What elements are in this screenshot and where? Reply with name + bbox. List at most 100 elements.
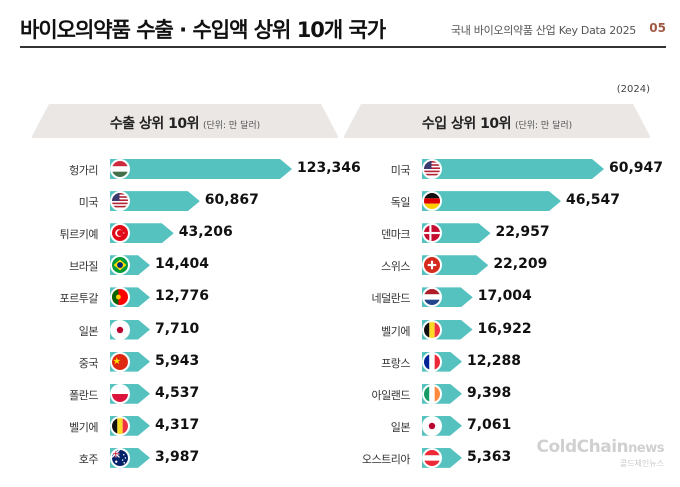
- year-note: (2024): [616, 84, 650, 95]
- bar-row: 아일랜드 9,398: [344, 381, 650, 407]
- value-label: 9,398: [467, 384, 512, 401]
- belgium-flag-icon: [422, 319, 442, 340]
- usa-flag-icon: [110, 191, 130, 212]
- bar-row: 벨기에 4,317: [32, 413, 338, 439]
- country-label: 독일: [390, 196, 411, 210]
- import-chart-unit: (단위: 만 달러): [514, 121, 573, 131]
- watermark-logo: ColdChainnews: [536, 437, 665, 457]
- header-divider: [20, 46, 666, 48]
- france-flag-icon: [422, 351, 442, 372]
- country-label: 미국: [390, 164, 411, 177]
- value-label: 7,061: [467, 416, 512, 433]
- value-label: 14,404: [155, 256, 210, 273]
- page-header: 바이오의약품 수출 · 수입액 상위 10개 국가 국내 바이오의약품 산업 K…: [0, 0, 680, 48]
- bar-row: 헝가리 123,346: [32, 156, 361, 182]
- bar: [110, 159, 292, 179]
- value-label: 4,537: [155, 384, 200, 401]
- bar-row: 브라질 14,404: [32, 252, 338, 278]
- country-label: 중국: [78, 356, 99, 370]
- watermark-caption: 콜드체인뉴스: [619, 459, 664, 468]
- value-label: 16,922: [477, 320, 532, 337]
- bar-row: 프랑스 12,288: [344, 349, 650, 375]
- value-label: 22,209: [493, 256, 548, 273]
- austria-flag-icon: [422, 447, 442, 468]
- germany-flag-icon: [422, 191, 442, 212]
- ireland-flag-icon: [422, 383, 442, 404]
- bar-row: 오스트리아 5,363: [344, 445, 650, 471]
- value-label: 22,957: [495, 224, 550, 241]
- value-label: 123,346: [297, 160, 361, 176]
- bar-row: 일본 7,710: [32, 317, 338, 343]
- brazil-flag-icon: [110, 255, 130, 276]
- export-panel-header: 수출 상위 10위 (단위: 만 달러): [31, 104, 339, 138]
- value-label: 5,363: [467, 448, 512, 465]
- bar: [110, 191, 200, 211]
- value-label: 46,547: [565, 192, 621, 209]
- page-title: 바이오의약품 수출 · 수입액 상위 10개 국가: [20, 18, 386, 42]
- country-label: 호주: [78, 452, 99, 466]
- country-label: 스위스: [381, 260, 410, 274]
- japan-flag-icon: [110, 319, 130, 340]
- export-chart-unit: (단위: 만 달러): [202, 121, 261, 131]
- turkey-flag-icon: [110, 223, 130, 244]
- bar: [422, 191, 561, 211]
- value-label: 60,947: [609, 160, 664, 176]
- value-label: 12,776: [155, 288, 210, 305]
- netherlands-flag-icon: [422, 287, 442, 308]
- import-panel-header: 수입 상위 10위 (단위: 만 달러): [343, 104, 651, 138]
- bar-row: 호주 3,987: [32, 445, 338, 471]
- value-label: 43,206: [178, 224, 233, 241]
- bar-row: 폴란드 4,537: [32, 381, 338, 407]
- country-label: 폴란드: [69, 388, 98, 402]
- bar: [422, 159, 604, 179]
- usa-flag-icon: [422, 159, 442, 179]
- bar-row: 네덜란드 17,004: [344, 284, 650, 310]
- china-flag-icon: [110, 351, 130, 372]
- country-label: 헝가리: [69, 164, 98, 177]
- country-label: 벨기에: [381, 324, 410, 338]
- country-label: 아일랜드: [371, 388, 411, 402]
- country-label: 브라질: [69, 260, 98, 274]
- value-label: 12,288: [467, 352, 522, 369]
- country-label: 튀르키예: [59, 228, 99, 242]
- bar-row: 미국 60,867: [32, 188, 338, 214]
- country-label: 네덜란드: [371, 292, 411, 306]
- publication-title: 국내 바이오의약품 산업 Key Data 2025: [450, 24, 636, 37]
- bar-row: 중국 5,943: [32, 349, 338, 375]
- value-label: 3,987: [155, 448, 200, 465]
- country-label: 프랑스: [381, 356, 410, 370]
- portugal-flag-icon: [110, 287, 130, 308]
- bar-row: 튀르키예 43,206: [32, 220, 338, 246]
- switzerland-flag-icon: [422, 255, 442, 276]
- value-label: 4,317: [155, 416, 200, 433]
- denmark-flag-icon: [422, 223, 442, 244]
- australia-flag-icon: [110, 447, 130, 468]
- page-number: 05: [649, 21, 666, 35]
- import-panel: 수입 상위 10위 (단위: 만 달러) 미국 60,947 독일 46,547 덴마크 2…: [343, 104, 663, 476]
- value-label: 5,943: [155, 352, 200, 369]
- japan-flag-icon: [422, 415, 442, 436]
- import-chart-title: 수입 상위 10위: [421, 116, 512, 132]
- country-label: 일본: [78, 324, 99, 338]
- country-label: 포르투갈: [59, 292, 99, 306]
- country-label: 일본: [390, 420, 411, 434]
- bar-row: 스위스 22,209: [344, 252, 650, 278]
- bar-row: 덴마크 22,957: [344, 220, 650, 246]
- country-label: 덴마크: [381, 228, 410, 242]
- belgium-flag-icon: [110, 415, 130, 436]
- value-label: 17,004: [477, 288, 532, 305]
- bar-row: 포르투갈 12,776: [32, 284, 338, 310]
- export-panel: 수출 상위 10위 (단위: 만 달러) 헝가리 123,346 미국 60,867 튀르…: [31, 104, 361, 476]
- bar-row: 일본 7,061: [344, 413, 650, 439]
- bar-row: 독일 46,547: [344, 188, 650, 214]
- country-label: 오스트리아: [361, 452, 411, 466]
- value-label: 7,710: [155, 320, 200, 337]
- bar-row: 미국 60,947: [344, 156, 663, 182]
- hungary-flag-icon: [110, 159, 130, 179]
- value-label: 60,867: [204, 192, 259, 209]
- export-chart-title: 수출 상위 10위: [109, 116, 200, 132]
- country-label: 미국: [78, 196, 99, 210]
- bar-row: 벨기에 16,922: [344, 317, 650, 343]
- country-label: 벨기에: [69, 420, 98, 434]
- poland-flag-icon: [110, 383, 130, 404]
